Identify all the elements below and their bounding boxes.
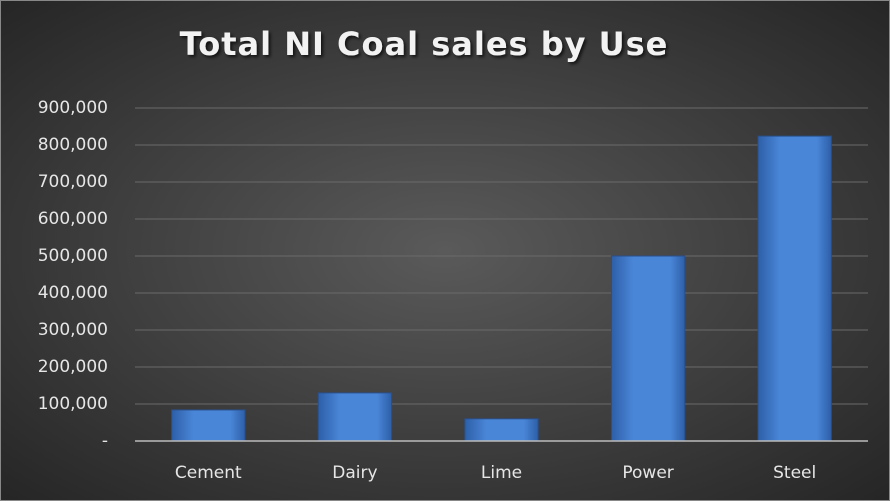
- bar: [757, 135, 832, 442]
- bar: [610, 255, 686, 442]
- bar: [171, 409, 246, 442]
- bar: [464, 418, 539, 442]
- x-tick-label: Lime: [481, 463, 522, 483]
- chart-title: Total NI Coal sales by Use: [180, 25, 669, 63]
- y-tick-label: 900,000: [38, 98, 108, 118]
- bar: [317, 392, 393, 442]
- y-tick-label: 200,000: [38, 357, 108, 377]
- y-tick-label: 800,000: [38, 135, 108, 155]
- x-tick-label: Power: [622, 463, 673, 483]
- y-tick-label: -: [102, 431, 108, 451]
- x-tick-label: Cement: [175, 463, 242, 483]
- y-tick-label: 500,000: [38, 246, 108, 266]
- y-tick-label: 700,000: [38, 172, 108, 192]
- y-tick-label: 100,000: [38, 394, 108, 414]
- y-tick-label: 600,000: [38, 209, 108, 229]
- y-tick-label: 400,000: [38, 283, 108, 303]
- x-tick-label: Dairy: [332, 463, 377, 483]
- y-tick-label: 300,000: [38, 320, 108, 340]
- x-tick-label: Steel: [773, 463, 816, 483]
